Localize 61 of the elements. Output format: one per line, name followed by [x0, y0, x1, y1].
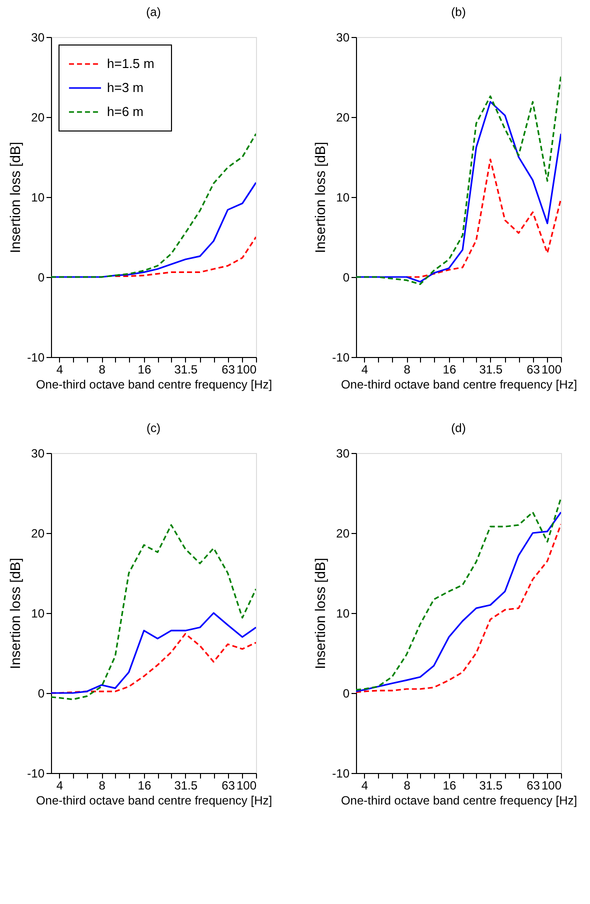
chart-title: (d): [451, 421, 466, 435]
y-tick-label: 0: [342, 270, 350, 284]
x-axis-title: One-third octave band centre frequency [Hz]: [340, 378, 578, 392]
y-tick-label: 30: [31, 446, 45, 460]
x-tick-label: 16: [442, 778, 456, 792]
x-tick-label: 63: [222, 778, 236, 792]
y-tick-label: 0: [342, 686, 350, 700]
y-axis-title: Insertion loss [dB]: [312, 142, 328, 254]
y-tick-label: 20: [336, 110, 350, 124]
y-tick-label: 0: [38, 270, 45, 284]
chart-title: (c): [146, 421, 160, 435]
x-tick-label: 8: [98, 362, 106, 376]
y-tick-label: 10: [336, 190, 350, 204]
line-series: [114, 236, 256, 277]
x-tick-label: 31.5: [174, 778, 198, 792]
x-axis-title: One-third octave band centre frequency [Hz]: [36, 794, 272, 808]
x-tick-label: 4: [361, 362, 368, 376]
y-tick-label: 10: [336, 606, 350, 620]
x-tick-label: 16: [442, 362, 456, 376]
x-tick-label: 8: [404, 778, 411, 792]
x-tick-label: 8: [404, 362, 411, 376]
x-tick-label: 31.5: [174, 362, 198, 376]
y-tick-label: -10: [332, 766, 350, 780]
x-tick-label: 63: [526, 778, 540, 792]
x-tick-label: 16: [138, 778, 152, 792]
x-tick-label: 4: [361, 778, 368, 792]
y-tick-label: 10: [31, 606, 45, 620]
x-tick-label: 63: [222, 362, 236, 376]
chart-title: (b): [451, 5, 466, 19]
line-series: [406, 158, 561, 278]
x-tick-label: 8: [98, 778, 106, 792]
y-tick-label: 20: [31, 110, 45, 124]
x-tick-label: 100: [541, 362, 562, 376]
y-tick-label: 20: [336, 526, 350, 540]
legend-label: h=3 m: [107, 80, 144, 95]
legend-label: h=6 m: [107, 104, 144, 119]
y-tick-label: 0: [38, 686, 45, 700]
x-tick-label: 31.5: [479, 778, 503, 792]
y-axis-title: Insertion loss [dB]: [312, 558, 328, 670]
y-axis-title: Insertion loss [dB]: [7, 142, 24, 254]
x-tick-label: 100: [236, 362, 257, 376]
y-tick-label: 10: [31, 190, 45, 204]
x-tick-label: 4: [56, 778, 64, 792]
y-tick-label: 30: [31, 30, 45, 44]
y-tick-label: -10: [27, 766, 45, 780]
x-axis-title: One-third octave band centre frequency [Hz]: [340, 794, 578, 808]
y-tick-label: -10: [332, 350, 350, 364]
y-tick-label: 30: [336, 30, 350, 44]
x-tick-label: 100: [236, 778, 257, 792]
x-tick-label: 31.5: [479, 362, 503, 376]
y-tick-label: -10: [27, 350, 45, 364]
legend-label: h=1.5 m: [107, 56, 154, 71]
x-tick-label: 63: [526, 362, 540, 376]
y-axis-title: Insertion loss [dB]: [7, 558, 24, 670]
x-axis-title: One-third octave band centre frequency [Hz]: [36, 378, 272, 392]
x-tick-label: 100: [541, 778, 562, 792]
x-tick-label: 16: [138, 362, 152, 376]
x-tick-label: 4: [56, 362, 64, 376]
y-tick-label: 30: [336, 446, 350, 460]
y-tick-label: 20: [31, 526, 45, 540]
chart-title: (a): [146, 5, 161, 19]
